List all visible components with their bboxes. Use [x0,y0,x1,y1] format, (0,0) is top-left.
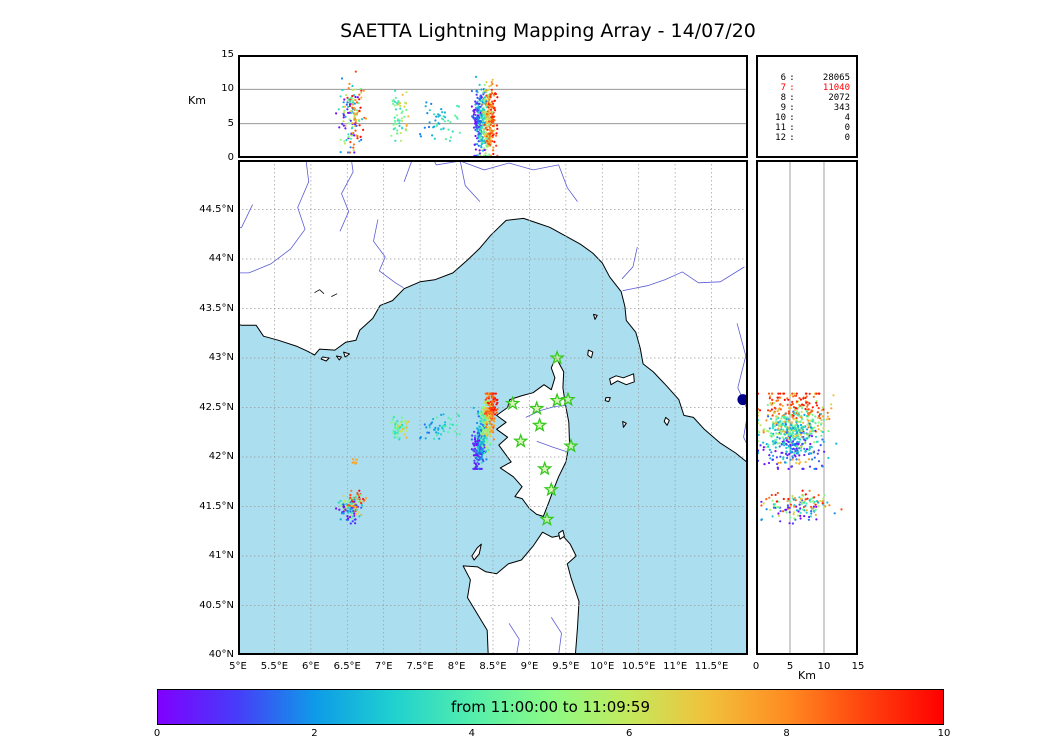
rivers [238,160,748,655]
station-count-value: 0 [844,133,850,143]
island-outline [663,416,670,426]
mainland-coastline [238,160,748,464]
station-count-level: 11 [775,123,786,133]
latitude-tick-label: 42.5°N [199,401,234,413]
latitude-tick-label: 40.5°N [199,599,234,611]
colon-separator: : [789,113,795,123]
station-count-row: 12: 0 [758,133,856,143]
lightning-scatter-altitude-longitude [335,70,499,157]
longitude-tick-label: 5°E [229,661,247,672]
longitude-tick-label: 6.5°E [333,661,361,672]
latitude-tick-label: 43°N [208,352,234,363]
station-count-row: 6: 28065 [758,73,856,83]
right-panel-border [756,160,858,655]
longitude-tick-label: 11°E [663,661,688,672]
map-svg [238,160,748,655]
station-count-value: 11040 [822,83,850,93]
colon-separator: : [789,73,795,83]
station-count-row: 8: 2072 [758,93,856,103]
colon-separator: : [789,133,795,143]
lightning-scatter-altitude-latitude [756,392,843,525]
lightning-scatter-map [335,392,499,525]
altitude-vs-latitude-panel [756,160,858,655]
colorbar-tick-label: 8 [783,728,790,739]
latitude-tick-label: 41°N [208,550,234,561]
altitude-tick-label: 0 [227,152,234,163]
figure-title: SAETTA Lightning Mapping Array - 14/07/2… [340,20,756,42]
lake-outline [331,293,338,297]
latitude-tick-label: 41.5°N [199,500,234,512]
station-count-value: 0 [844,123,850,133]
station-count-value: 4 [844,113,850,123]
colon-separator: : [789,93,795,103]
colon-separator: : [789,123,795,133]
altitude-axis-unit-label: Km [188,94,206,107]
island-outline [609,373,635,386]
colon-separator: : [789,103,795,113]
top-panel-border [238,55,748,158]
colorbar-tick-label: 10 [937,728,951,739]
lake-outline [314,289,325,294]
colorbar-tick-label: 2 [311,728,318,739]
island-outline [558,529,565,540]
longitude-tick-label: 6°E [302,661,320,672]
map-border [238,160,748,655]
station-count-panel: 6: 28065 7: 11040 8: 2072 9: 343 10: 4 11: 0 12: 0 [756,55,858,158]
latitude-tick-label: 40°N [208,649,234,660]
edge-dot-marker [737,394,748,406]
station-count-row: 10: 4 [758,113,856,123]
altitude-latitude-svg [756,160,858,655]
station-count-level: 9 [780,103,786,113]
latitude-tick-label: 43.5°N [199,302,234,314]
station-count-row: 11: 0 [758,123,856,133]
island-outline [343,351,350,358]
station-count-row: 7: 11040 [758,83,856,93]
altitude-vs-longitude-panel [238,55,748,158]
station-count-level: 8 [780,93,786,103]
longitude-tick-label: 7°E [374,661,393,672]
colorbar-tick-label: 4 [468,728,475,739]
longitude-tick-label: 5.5°E [260,661,289,672]
longitude-tick-label: 9°E [520,661,539,672]
station-star-markers [504,349,579,527]
station-count-value: 2072 [828,93,850,103]
longitude-tick-label: 7.5°E [406,661,434,672]
map-graticule [238,160,748,655]
longitude-tick-label: 8°E [447,661,466,672]
island-outline [604,397,611,403]
altitude-tick-label: 10 [221,83,234,95]
station-count-level: 6 [780,73,786,83]
longitude-tick-label: 11.5°E [694,661,729,672]
station-count-level: 10 [775,113,786,123]
latitude-tick-label: 44°N [208,253,234,264]
altitude-longitude-svg [238,55,748,158]
longitude-tick-label: 10.5°E [621,661,656,672]
altitude-tick-label: 15 [221,49,234,60]
altitude-tick-label: 5 [227,117,234,129]
colorbar-time-range-label: from 11:00:00 to 11:09:59 [450,698,650,716]
island-outline [622,420,627,428]
colorbar-tick-label: 6 [626,728,633,739]
longitude-tick-label: 10°E [590,661,615,672]
km-axis-label-right: Km [798,669,816,682]
station-count-row: 9: 343 [758,103,856,113]
station-count-value: 28065 [822,73,850,83]
colorbar-tick-label: 0 [153,728,161,739]
map-panel [238,160,748,655]
longitude-tick-label: 9.5°E [552,661,580,672]
latitude-tick-label: 44.5°N [199,203,234,215]
latitude-tick-label: 42°N [208,451,234,462]
station-count-level: 7 [780,83,786,93]
longitude-tick-label: 8.5°E [479,661,507,672]
time-colorbar: from 11:00:00 to 11:09:59 [157,689,944,725]
island-outline [593,313,598,320]
station-count-value: 343 [833,103,850,113]
colon-separator: : [789,83,795,93]
sardinia-coastline [462,531,580,655]
station-count-level: 12 [775,133,786,143]
